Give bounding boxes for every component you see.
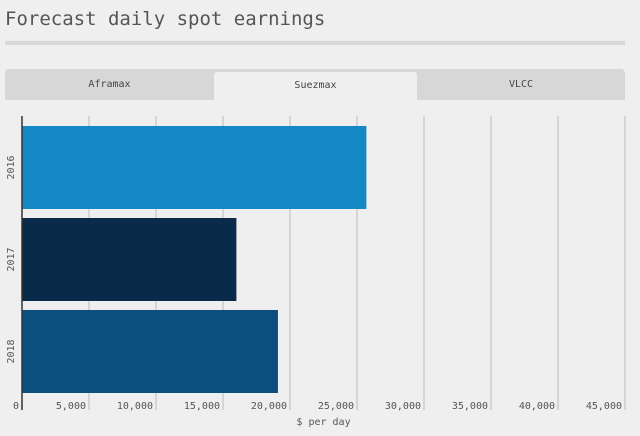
page-title: Forecast daily spot earnings	[5, 8, 326, 30]
x-tick-label: 40,000	[519, 401, 555, 412]
y-tick-label: 2016	[6, 155, 17, 179]
y-tick-label: 2018	[6, 339, 17, 363]
x-axis-label: $ per day	[296, 417, 350, 428]
x-tick-label: 25,000	[318, 401, 354, 412]
tab-vlcc[interactable]: VLCC	[508, 79, 534, 90]
bar-2017	[22, 218, 237, 301]
x-tick-label: 10,000	[117, 401, 153, 412]
y-tick-label: 2017	[6, 247, 17, 271]
x-tick-label: 30,000	[385, 401, 421, 412]
tab-aframax[interactable]: Aframax	[88, 79, 131, 90]
x-tick-label: 45,000	[586, 401, 622, 412]
x-tick-label: 5,000	[56, 401, 86, 412]
x-tick-label: 35,000	[452, 401, 488, 412]
vessel-tabs: Aframax Suezmax VLCC	[5, 69, 625, 100]
x-tick-label: 20,000	[251, 401, 287, 412]
x-tick-label: 0	[13, 401, 19, 412]
bar-2018	[22, 310, 278, 393]
title-divider	[5, 41, 625, 45]
x-tick-label: 15,000	[184, 401, 220, 412]
bar-2016	[22, 126, 367, 209]
tab-suezmax[interactable]: Suezmax	[214, 72, 417, 100]
